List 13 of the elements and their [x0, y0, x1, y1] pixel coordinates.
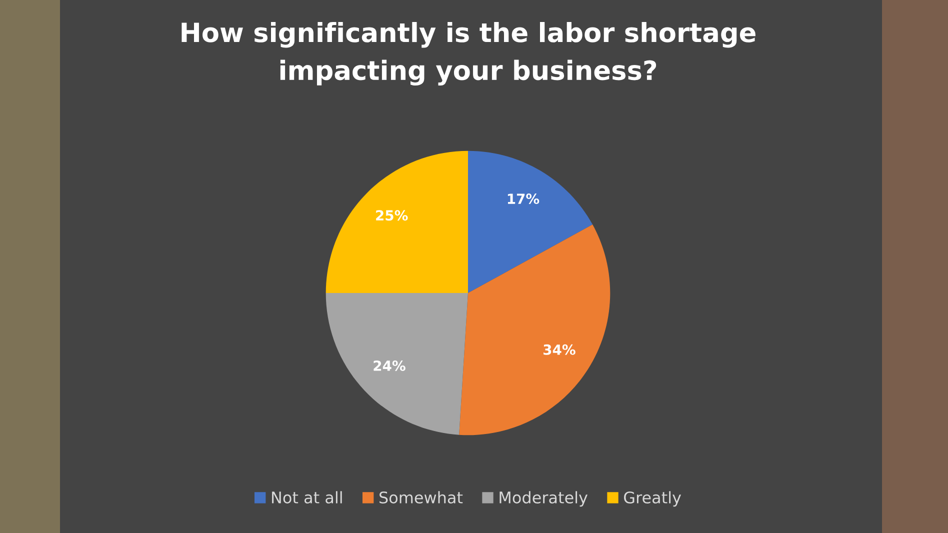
legend-label: Somewhat	[380, 491, 463, 504]
pie-slice	[468, 150, 593, 293]
pie-slice	[326, 150, 468, 293]
legend-label: Not at all	[272, 491, 342, 504]
pie-slice	[326, 293, 468, 435]
pie-slice	[459, 224, 610, 436]
data-label: 25%	[376, 210, 408, 221]
legend-label: Moderately	[500, 491, 588, 507]
legend-label: Greatly	[624, 491, 682, 507]
data-label: 24%	[374, 360, 406, 371]
data-label: 17%	[508, 194, 540, 204]
data-label: 34%	[544, 344, 576, 355]
chart-title: How significantly is the labor shortage impacting your business?	[182, 22, 756, 86]
